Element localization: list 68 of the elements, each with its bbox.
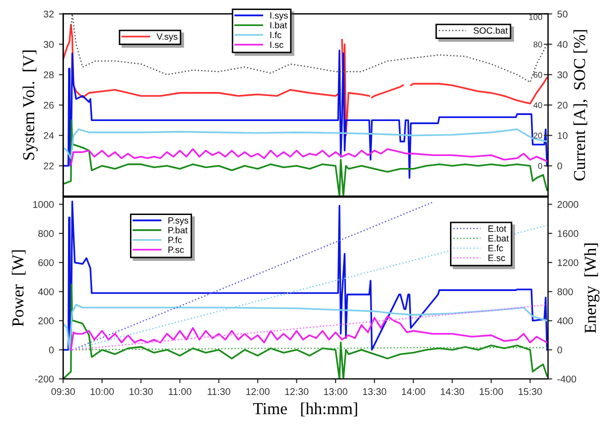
y2-tick-label: -400 <box>557 376 576 382</box>
legend-label: P.bat <box>168 226 188 234</box>
x-tick-label: 11:00 <box>168 388 192 396</box>
y-tick-label: 400 <box>38 288 54 296</box>
y3-tick-label: 20 <box>534 132 542 139</box>
y2-tick-label: 20 <box>558 102 568 109</box>
y-tick-label: 28 <box>44 71 54 78</box>
y2-tick-label: 2000 <box>558 201 578 208</box>
legend-label: E.fc <box>488 244 504 252</box>
y-tick-label: 600 <box>38 259 54 266</box>
legend-label: I.sc <box>270 42 284 48</box>
y-tick-label: 800 <box>38 230 54 238</box>
legend-label: P.sc <box>168 246 184 253</box>
y2-tick-label: 50 <box>557 10 568 18</box>
y2-tick-label: 0 <box>557 346 562 354</box>
legend-label: E.sc <box>488 254 506 262</box>
legend-label: V.sys <box>156 33 178 42</box>
legend-label: P.fc <box>168 236 182 244</box>
x-tick-label: 13:00 <box>324 388 348 396</box>
y-tick-label: 32 <box>44 10 54 18</box>
legend-label: SOC.bat <box>474 27 508 34</box>
y3-tick-label: 0 <box>538 162 542 169</box>
y-tick-label: 26 <box>44 102 54 109</box>
y-tick-label: -200 <box>35 376 54 382</box>
line-series <box>63 200 548 351</box>
legend-label: E.tot <box>488 226 506 232</box>
legend-label: P.sys <box>168 217 188 226</box>
x-tick-label: 12:00 <box>246 388 270 396</box>
y-tick-label: 30 <box>44 41 54 48</box>
y2-tick-label: 30 <box>557 71 568 78</box>
x-tick-label: 10:30 <box>130 388 153 396</box>
legend-label: I.fc <box>270 32 282 38</box>
y3-tick-label: 40 <box>533 102 542 108</box>
legend-label: E.bat <box>488 234 509 242</box>
y2-axis-title: Energy [Wh] <box>584 244 600 334</box>
y2-tick-label: 400 <box>557 317 573 324</box>
y-tick-label: 24 <box>44 132 54 139</box>
y-axis-title: Power [W] <box>12 250 26 326</box>
x-tick-label: 13:30 <box>363 388 386 396</box>
y2-tick-label: 0 <box>557 162 562 170</box>
y2-tick-label: 1600 <box>558 230 578 238</box>
y-axis-title: System Vol. [V] <box>22 50 38 160</box>
x-tick-label: 14:00 <box>402 388 426 396</box>
y-tick-label: 200 <box>38 317 54 324</box>
line-series <box>63 128 548 160</box>
y3-tick-label: 60 <box>534 72 542 78</box>
line-series <box>63 50 548 179</box>
y-tick-label: 1000 <box>33 201 54 208</box>
legend-label: I.sys <box>270 12 288 20</box>
y2-axis-title: Current [A], SOC [%] <box>573 30 588 180</box>
y-tick-label: 22 <box>44 162 54 170</box>
x-tick-label: 15:00 <box>480 388 503 396</box>
x-tick-label: 14:30 <box>440 388 464 396</box>
x-tick-label: 12:30 <box>285 388 308 396</box>
y2-tick-label: 1200 <box>558 259 578 266</box>
x-axis-title: Time [hh:mm] <box>253 402 358 416</box>
x-tick-label: 10:00 <box>90 388 114 396</box>
x-tick-label: 09:30 <box>51 388 75 396</box>
y-tick-label: 0 <box>49 346 54 354</box>
y2-tick-label: 40 <box>557 41 568 48</box>
line-series <box>70 14 548 83</box>
y3-tick-label: 80 <box>534 41 542 48</box>
legend-label: I.bat <box>270 22 288 28</box>
line-series <box>70 315 548 351</box>
x-tick-label: 11:30 <box>208 388 230 396</box>
x-tick-label: 15:30 <box>518 388 542 396</box>
y2-tick-label: 800 <box>557 288 573 296</box>
y2-tick-label: 10 <box>558 132 568 140</box>
